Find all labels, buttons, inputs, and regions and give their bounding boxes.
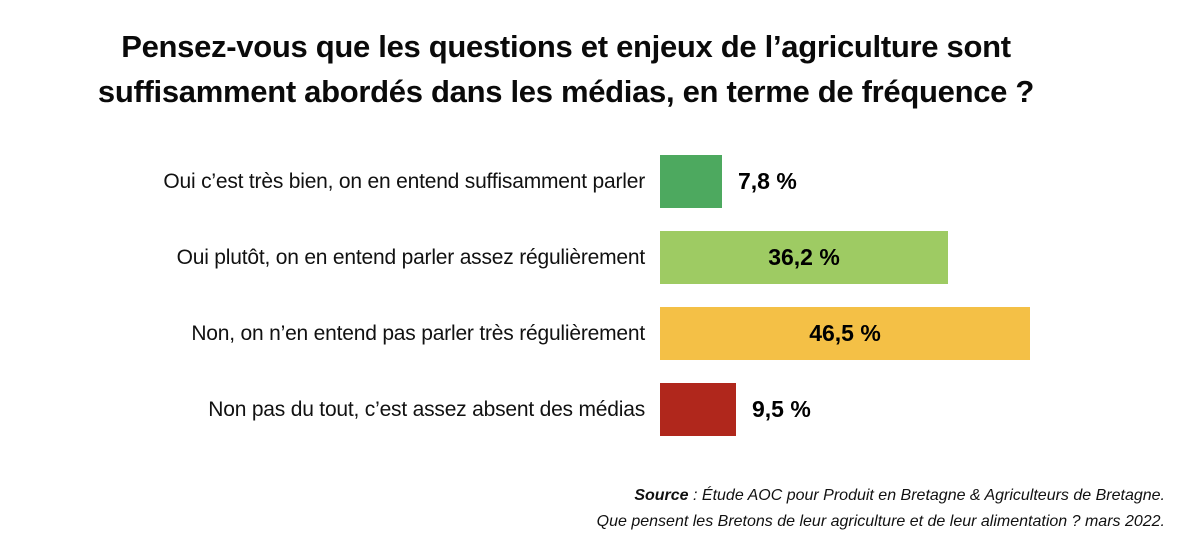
chart-row: Non, on n’en entend pas parler très régu… bbox=[0, 307, 1200, 360]
source-line-1: Source : Étude AOC pour Produit en Breta… bbox=[597, 483, 1165, 509]
source-line-1-text: : Étude AOC pour Produit en Bretagne & A… bbox=[688, 487, 1165, 504]
source-note: Source : Étude AOC pour Produit en Breta… bbox=[597, 483, 1165, 535]
bar-area: 36,2 % bbox=[660, 231, 948, 284]
chart-row: Oui plutôt, on en entend parler assez ré… bbox=[0, 231, 1200, 284]
bar-chart: Oui c’est très bien, on en entend suffis… bbox=[0, 155, 1200, 459]
category-label: Non, on n’en entend pas parler très régu… bbox=[191, 321, 645, 345]
source-line-2: Que pensent les Bretons de leur agricult… bbox=[596, 513, 1165, 530]
chart-row: Non pas du tout, c’est assez absent des … bbox=[0, 383, 1200, 436]
chart-title-line1: Pensez-vous que les questions et enjeux … bbox=[121, 29, 1011, 64]
value-label: 46,5 % bbox=[809, 320, 881, 346]
source-label: Source bbox=[634, 487, 689, 504]
category-label: Oui c’est très bien, on en entend suffis… bbox=[163, 169, 645, 193]
value-label: 36,2 % bbox=[768, 244, 840, 270]
chart-row: Oui c’est très bien, on en entend suffis… bbox=[0, 155, 1200, 208]
category-label: Oui plutôt, on en entend parler assez ré… bbox=[176, 245, 646, 269]
bar-area: 9,5 % bbox=[660, 383, 811, 436]
bar bbox=[660, 383, 736, 436]
bar: 36,2 % bbox=[660, 231, 948, 284]
bar: 46,5 % bbox=[660, 307, 1030, 360]
bar-area: 46,5 % bbox=[660, 307, 1030, 360]
value-label: 7,8 % bbox=[738, 168, 797, 194]
chart-title-line2: suffisamment abordés dans les médias, en… bbox=[97, 74, 1035, 109]
value-label: 9,5 % bbox=[752, 396, 811, 422]
bar bbox=[660, 155, 722, 208]
chart-title: Pensez-vous que les questions et enjeux … bbox=[0, 24, 1132, 114]
bar-area: 7,8 % bbox=[660, 155, 797, 208]
category-label: Non pas du tout, c’est assez absent des … bbox=[208, 397, 645, 421]
